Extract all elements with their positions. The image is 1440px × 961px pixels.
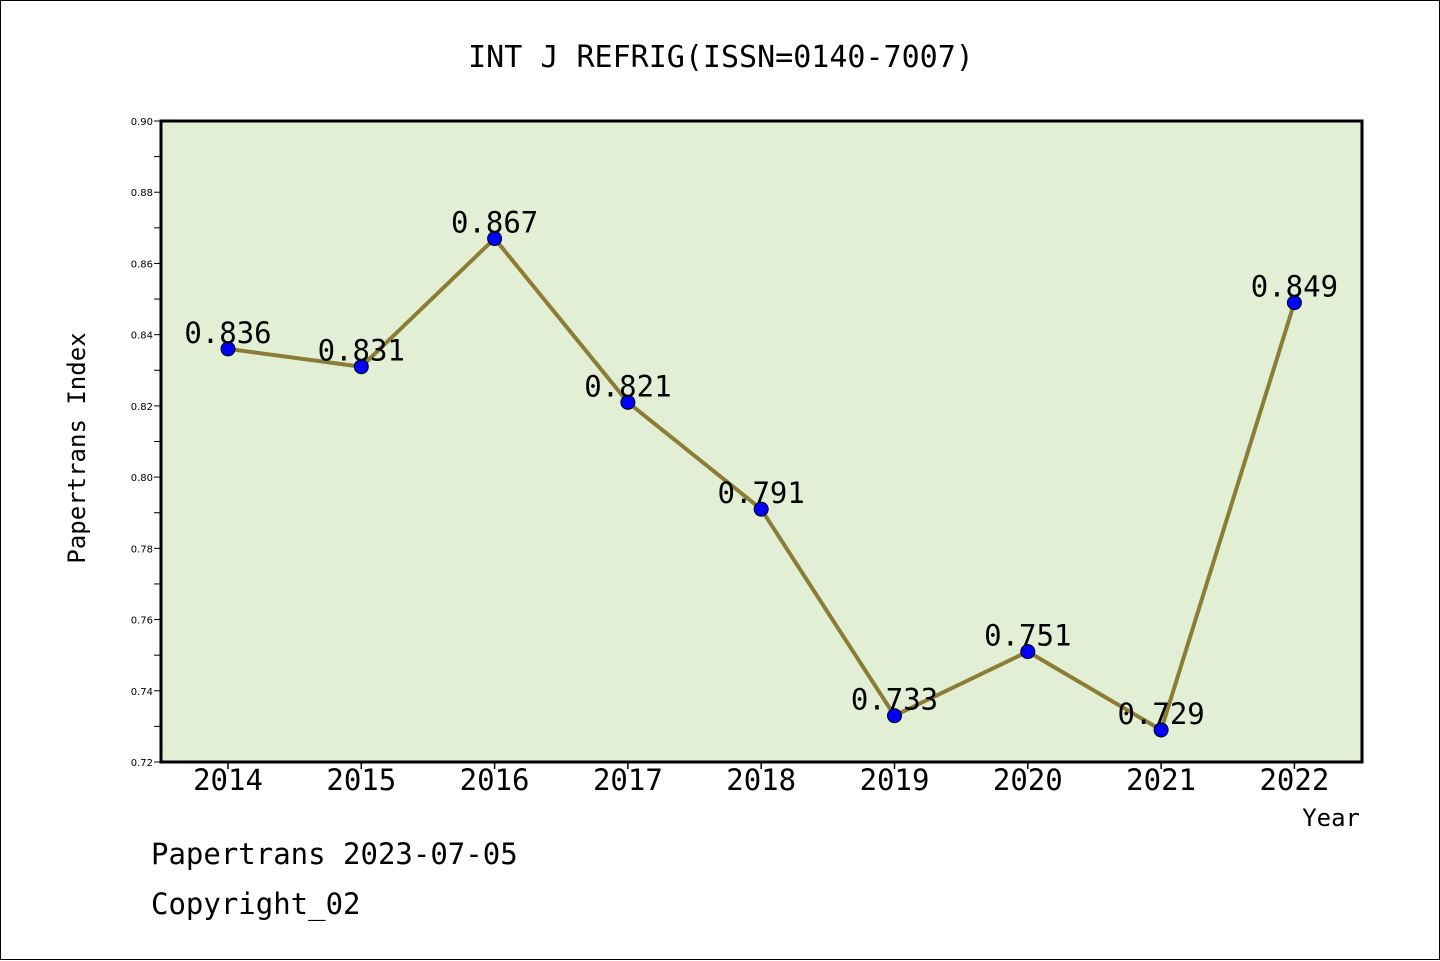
y-tick-label: 0.76 xyxy=(131,616,153,627)
x-tick-label: 2018 xyxy=(726,763,796,797)
x-tick-label: 2020 xyxy=(993,763,1063,797)
data-label: 0.733 xyxy=(851,683,938,717)
data-label: 0.867 xyxy=(451,206,538,240)
y-tick-label: 0.82 xyxy=(131,402,153,413)
footer-copyright: Copyright_02 xyxy=(151,887,361,921)
chart-title: INT J REFRIG(ISSN=0140-7007) xyxy=(468,40,974,75)
data-point xyxy=(887,708,902,724)
data-label: 0.751 xyxy=(984,619,1071,653)
x-tick-label: 2017 xyxy=(593,763,663,797)
data-point xyxy=(1153,722,1169,738)
x-tick-label: 2016 xyxy=(460,763,530,797)
data-label: 0.836 xyxy=(184,316,271,350)
x-tick-label: 2015 xyxy=(326,763,396,797)
footer-date: Papertrans 2023-07-05 xyxy=(151,837,518,871)
series: 0.836 0.831 0.867 0.821 0.791 0.733 0.751 0.729… xyxy=(184,206,1338,738)
x-axis-label: Year xyxy=(1302,804,1360,832)
data-point xyxy=(220,341,236,357)
data-point xyxy=(620,394,636,410)
y-axis: 0.72 0.74 0.76 0.78 0.80 0.82 0.84 0.86 0.88 0.90 xyxy=(131,117,161,769)
y-tick-label: 0.88 xyxy=(131,188,153,199)
data-label: 0.729 xyxy=(1117,697,1204,731)
data-label: 0.791 xyxy=(718,476,805,510)
y-tick-label: 0.78 xyxy=(131,544,153,555)
x-axis: 2014 2015 2016 2017 2018 2019 2020 2021 2022 xyxy=(193,762,1329,797)
y-tick-label: 0.72 xyxy=(131,758,153,769)
x-tick-label: 2014 xyxy=(193,763,263,797)
x-tick-label: 2022 xyxy=(1259,763,1329,797)
data-point xyxy=(753,501,769,517)
x-tick-label: 2019 xyxy=(860,763,930,797)
y-tick-label: 0.74 xyxy=(131,687,153,698)
y-axis-label: Papertrans Index xyxy=(63,332,91,563)
data-point xyxy=(353,359,369,375)
y-tick-label: 0.86 xyxy=(131,259,153,270)
x-tick-label: 2021 xyxy=(1126,763,1196,797)
data-point xyxy=(487,231,503,247)
y-tick-label: 0.84 xyxy=(131,331,153,342)
y-tick-label: 0.90 xyxy=(131,117,153,128)
data-label: 0.831 xyxy=(318,334,405,368)
plot-area xyxy=(159,119,1364,764)
y-tick-label: 0.80 xyxy=(131,473,153,484)
data-label: 0.849 xyxy=(1251,270,1338,304)
data-point xyxy=(1020,644,1036,660)
data-point xyxy=(1286,295,1302,311)
data-label: 0.821 xyxy=(584,369,671,403)
